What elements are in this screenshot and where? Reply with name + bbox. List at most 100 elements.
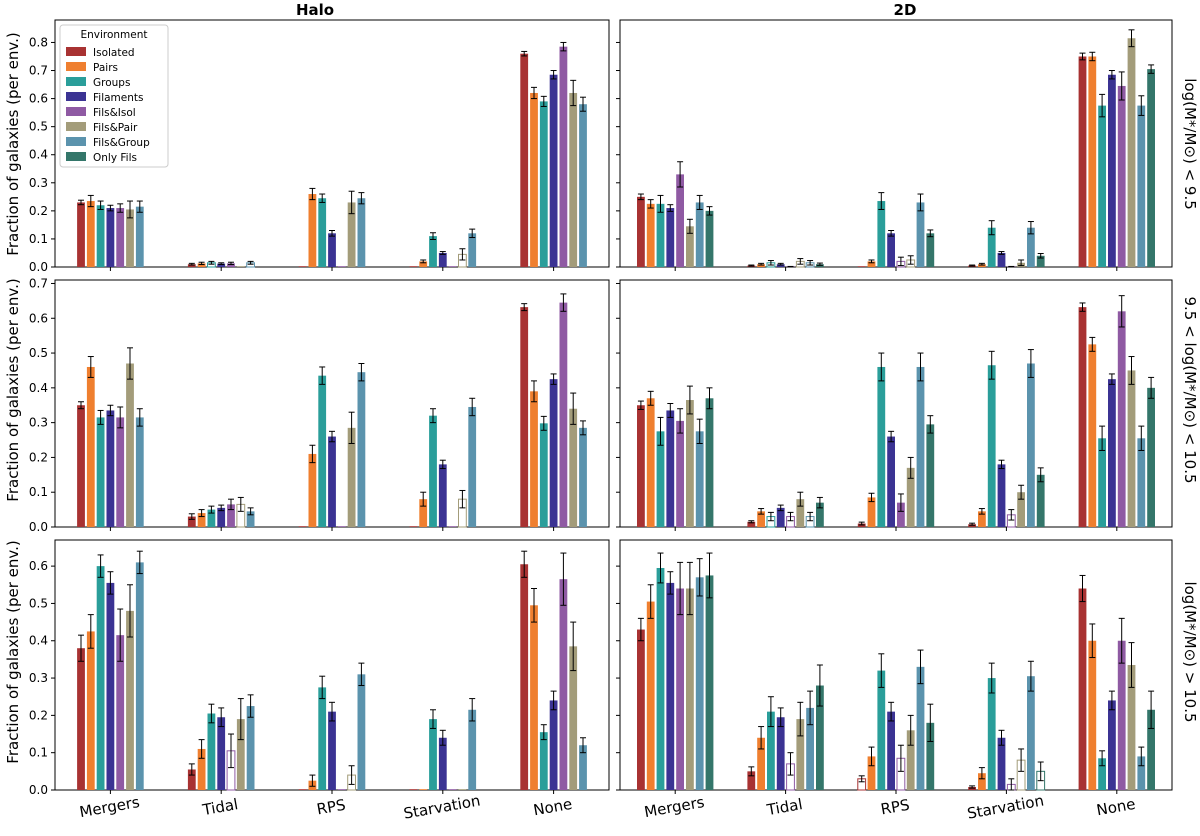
panel-halo-row1-bar-groups-mergers — [96, 205, 105, 267]
panel-halo-row2-ytick-label: 0.0 — [29, 520, 48, 534]
panel-2d-row3-bar-fils-group-rps — [916, 666, 925, 790]
panel-halo-row1-bar-fils-isol-rps — [337, 266, 346, 267]
panel-2d-row3-xtick-label-mergers: Mergers — [643, 793, 706, 821]
panel-2d-row3-bar-groups-starvation — [987, 678, 996, 790]
panel-2d-row1-bar-pairs-mergers — [646, 203, 655, 267]
panel-halo-row2-bar-groups-mergers — [96, 417, 105, 527]
panel-2d-row2-bar-groups-starvation — [987, 365, 996, 527]
panel-halo-row3-bar-isolated-none — [520, 564, 529, 790]
panel-2d-row2-bar-only-fils-none — [1147, 387, 1155, 527]
panel-2d-row1-bar-only-fils-starvation — [1036, 255, 1045, 267]
panel-2d-row3-bar-fils-group-none — [1137, 756, 1146, 790]
panel-halo-row3-bar-fils-isol-mergers — [116, 635, 125, 790]
panel-2d-row1-bar-groups-none — [1098, 105, 1106, 267]
panel-halo-row1-bar-fils-isol-mergers — [116, 208, 125, 267]
panel-halo-row1-bar-filaments-rps — [328, 233, 336, 267]
panel-halo-row2-bar-groups-none — [539, 423, 548, 527]
row-label-mid-mass: 9.5 < log(M*/M⊙) < 10.5 — [1181, 296, 1199, 483]
panel-2d-row2-bar-filaments-tidal — [776, 507, 785, 527]
panel-halo-row3-bar-fils-pair-none — [569, 646, 578, 790]
panel-halo-row1-bar-pairs-none — [530, 92, 538, 268]
panel-2d-row1 — [616, 19, 1173, 271]
panel-2d-row1-bar-groups-rps — [877, 201, 886, 267]
panel-halo-row1: 0.0 0.1 0.2 0.3 0.4 0.5 0.6 0.7 0.8 — [29, 19, 610, 274]
panel-halo-row2-bar-isolated-starvation — [409, 526, 418, 527]
panel-2d-row1-bar-fils-group-rps — [916, 202, 925, 267]
panel-halo-row3-bar-groups-tidal — [207, 713, 216, 790]
panel-halo-row1-ytick-label: 0.4 — [29, 148, 48, 162]
legend-swatch-fils-isol — [66, 107, 86, 116]
panel-2d-row3-bar-filaments-tidal — [776, 717, 785, 790]
panel-halo-row1-bar-fils-group-mergers — [135, 206, 144, 267]
panel-2d-row1-bar-fils-group-none — [1137, 105, 1146, 267]
panel-halo-row2: 0.0 0.1 0.2 0.3 0.4 0.5 0.6 0.7 — [29, 276, 610, 534]
panel-2d-row3-bar-only-fils-tidal — [816, 685, 824, 790]
panel-2d-row2-bar-groups-mergers — [656, 431, 665, 527]
panel-halo-row1-ytick-label: 0.1 — [29, 232, 48, 246]
panel-2d-row3: Mergers Tidal RPS Starvation None — [616, 539, 1173, 823]
ylabel-row-3: Fraction of galaxies (per env.) — [4, 540, 22, 763]
panel-2d-row1-bar-isolated-rps — [857, 266, 866, 267]
panel-halo-row1-bar-filaments-starvation — [438, 252, 447, 267]
panel-halo-row2-bar-fils-group-mergers — [135, 417, 144, 527]
panel-2d-row3-bar-fils-isol-mergers — [676, 588, 684, 790]
panel-2d-row1-bar-groups-mergers — [656, 203, 665, 267]
panel-halo-row2-ytick-label: 0.5 — [29, 346, 48, 360]
legend-label-isolated: Isolated — [93, 47, 135, 59]
legend-label-groups: Groups — [93, 77, 130, 89]
panel-2d-row3-bar-only-fils-none — [1147, 709, 1155, 790]
panel-2d-row1-bar-only-fils-mergers — [705, 210, 714, 267]
panel-2d-row2-bar-isolated-none — [1078, 307, 1087, 527]
panel-2d-row2-bar-fils-isol-mergers — [676, 420, 684, 527]
panel-2d-row1-bar-fils-group-starvation — [1027, 227, 1035, 267]
panel-halo-row3-xtick-label-none: None — [532, 795, 574, 820]
panel-2d-row2-bar-fils-group-starvation — [1027, 363, 1035, 527]
panel-2d-row3-bar-only-fils-mergers — [705, 575, 714, 790]
panel-2d-row2-bar-pairs-none — [1088, 344, 1097, 527]
panel-2d-row3-bar-fils-pair-tidal — [796, 719, 805, 790]
panel-halo-row1-ytick-label: 0.5 — [29, 120, 48, 134]
legend-swatch-pairs — [66, 62, 86, 71]
panel-halo-row1-bar-pairs-tidal — [197, 263, 206, 267]
row-label-high-mass: log(M*/M⊙) > 10.5 — [1181, 581, 1199, 722]
panel-halo-row3-ytick-label: 0.5 — [29, 596, 48, 610]
panel-2d-row2-bar-fils-group-none — [1137, 438, 1146, 527]
panel-2d-row2-bar-pairs-rps — [867, 497, 876, 527]
panel-2d-row1-bar-only-fils-none — [1147, 69, 1155, 267]
panel-2d-row3-bar-pairs-mergers — [646, 601, 655, 790]
panel-halo-row3-bar-pairs-none — [530, 605, 538, 790]
panel-2d-row3-bar-pairs-none — [1088, 640, 1097, 790]
panel-halo-row2-bar-groups-rps — [318, 375, 327, 527]
panel-halo-row1-bar-fils-group-rps — [357, 198, 366, 267]
legend: Environment Isolated Pairs Groups Filaments F… — [59, 24, 169, 168]
panel-halo-row2-bar-fils-isol-none — [559, 302, 568, 527]
panel-2d-row3-bar-fils-pair-none — [1127, 665, 1136, 790]
panel-2d-row3-xtick-label-rps: RPS — [879, 796, 911, 819]
panel-halo-row2-bar-isolated-none — [520, 307, 529, 527]
ylabel-row-1: Fraction of galaxies (per env.) — [4, 32, 22, 255]
panel-halo-row2-bar-pairs-tidal — [197, 513, 206, 527]
panel-2d-row3-bar-isolated-none — [1078, 588, 1087, 790]
panel-halo-row1-bar-fils-pair-tidal — [236, 266, 245, 267]
column-title-2d: 2D — [894, 1, 917, 19]
panel-2d-row1-bar-pairs-tidal — [757, 264, 765, 267]
panel-halo-row3-bar-isolated-starvation — [409, 789, 418, 790]
panel-halo-row2-bar-fils-isol-tidal — [227, 504, 235, 527]
panel-halo-row3-bar-groups-starvation — [429, 719, 437, 790]
panel-2d-row2-bar-filaments-rps — [887, 436, 895, 527]
panel-halo-row1-bar-fils-group-none — [579, 104, 587, 267]
panel-halo-row3-xtick-label-rps: RPS — [315, 796, 347, 819]
panel-halo-row2-bar-pairs-rps — [308, 453, 317, 527]
panel-halo-row1-bar-fils-isol-starvation — [448, 266, 457, 267]
panel-halo-row3-xtick-label-tidal: Tidal — [200, 795, 239, 819]
panel-halo-row1-bar-fils-group-starvation — [468, 233, 477, 267]
panel-halo-row2-bar-fils-group-tidal — [246, 511, 255, 527]
panel-halo-row2-bar-fils-isol-starvation — [448, 526, 457, 527]
panel-2d-row3-bar-filaments-starvation — [997, 737, 1006, 790]
panel-2d-row3-bar-fils-pair-mergers — [686, 588, 694, 790]
panel-2d-row3-bar-filaments-mergers — [666, 582, 675, 790]
panel-halo-row1-bar-groups-starvation — [429, 236, 437, 267]
panel-halo-row2-bar-filaments-mergers — [106, 410, 115, 527]
panel-halo-row2-ytick-label: 0.7 — [29, 276, 48, 290]
